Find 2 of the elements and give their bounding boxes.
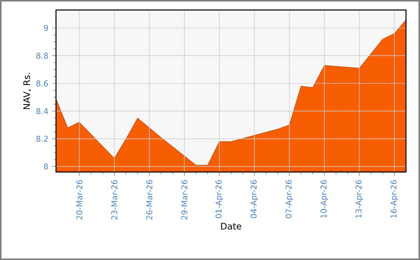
x-axis-title: Date	[221, 222, 242, 230]
y-axis-title: NAV, Rs.	[23, 73, 31, 110]
